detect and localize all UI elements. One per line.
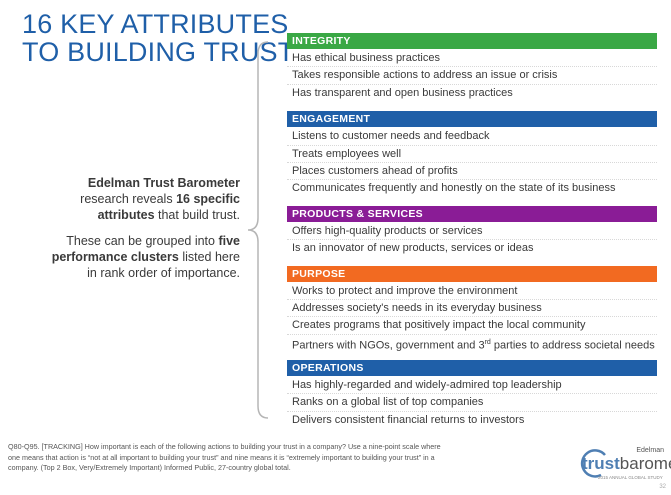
cluster-header-purpose: PURPOSE xyxy=(287,265,657,282)
logo-wordmark: trustbarometer xyxy=(582,454,671,474)
cluster-header-operations: OPERATIONS xyxy=(287,359,657,376)
list-item: Has ethical business practices xyxy=(287,50,657,68)
curly-brace xyxy=(247,41,269,419)
cluster-purpose: PURPOSE Works to protect and improve the… xyxy=(287,265,657,354)
list-item: Treats employees well xyxy=(287,146,657,164)
intro-bold-clusters: five performance clusters xyxy=(51,234,240,264)
list-item: Has highly-regarded and widely-admired t… xyxy=(287,377,657,395)
list-item: Is an innovator of new products, service… xyxy=(292,242,534,255)
cluster-products-services: PRODUCTS & SERVICES Offers high-quality … xyxy=(287,205,657,257)
cluster-header-engagement: ENGAGEMENT xyxy=(287,111,657,128)
intro-text-d: These can be grouped into xyxy=(66,234,215,248)
intro-text-c: that build trust. xyxy=(158,208,240,222)
intro-bold-count: 16 specific xyxy=(176,192,240,206)
cluster-integrity: INTEGRITY Has ethical business practices… xyxy=(287,33,657,101)
list-item: Creates programs that positively impact … xyxy=(287,317,657,335)
page-title: 16 KEY ATTRIBUTES TO BUILDING TRUST xyxy=(22,9,295,67)
list-item: Communicates frequently and honestly on … xyxy=(292,182,616,195)
logo-subtitle: 2015 ANNUAL GLOBAL STUDY xyxy=(598,475,663,480)
logo-edelman: Edelman xyxy=(636,447,664,454)
footnote: Q80-Q95. [TRACKING] How important is eac… xyxy=(8,442,441,472)
list-item: Places customers ahead of profits xyxy=(287,163,657,181)
intro-bold-source: Edelman Trust Barometer xyxy=(87,176,240,190)
list-item: Partners with NGOs, government and 3rd p… xyxy=(292,338,655,352)
list-item: Addresses society's needs in its everyda… xyxy=(287,300,657,318)
cluster-header-integrity: INTEGRITY xyxy=(287,33,657,49)
edelman-trust-barometer-logo: Edelman trustbarometer 2015 ANNUAL GLOBA… xyxy=(580,447,671,487)
logo-arc-icon xyxy=(580,449,606,478)
list-item: Delivers consistent financial returns to… xyxy=(292,413,525,426)
list-item: Works to protect and improve the environ… xyxy=(287,283,657,301)
page-number: 32 xyxy=(659,484,666,490)
logo-trust: trust xyxy=(582,454,620,473)
intro-bold-attributes: attributes xyxy=(97,208,155,222)
list-item: Has transparent and open business practi… xyxy=(292,86,513,99)
intro-text: Edelman Trust Barometer research reveals… xyxy=(40,175,240,291)
cluster-engagement: ENGAGEMENT Listens to customer needs and… xyxy=(287,111,657,197)
intro-paragraph-2: These can be grouped into five performan… xyxy=(40,233,240,281)
list-item: Ranks on a global list of top companies xyxy=(287,394,657,412)
list-item: Offers high-quality products or services xyxy=(287,223,657,241)
logo-barometer: barometer xyxy=(619,454,671,473)
cluster-list: INTEGRITY Has ethical business practices… xyxy=(287,33,657,434)
list-item: Takes responsible actions to address an … xyxy=(287,67,657,85)
intro-paragraph-1: Edelman Trust Barometer research reveals… xyxy=(40,175,240,223)
intro-text-a: research reveals xyxy=(80,192,173,206)
cluster-operations: OPERATIONS Has highly-regarded and widel… xyxy=(287,359,657,428)
list-item: Listens to customer needs and feedback xyxy=(287,128,657,146)
intro-text-e: listed here in rank order of importance. xyxy=(87,250,240,280)
cluster-header-products-services: PRODUCTS & SERVICES xyxy=(287,205,657,222)
